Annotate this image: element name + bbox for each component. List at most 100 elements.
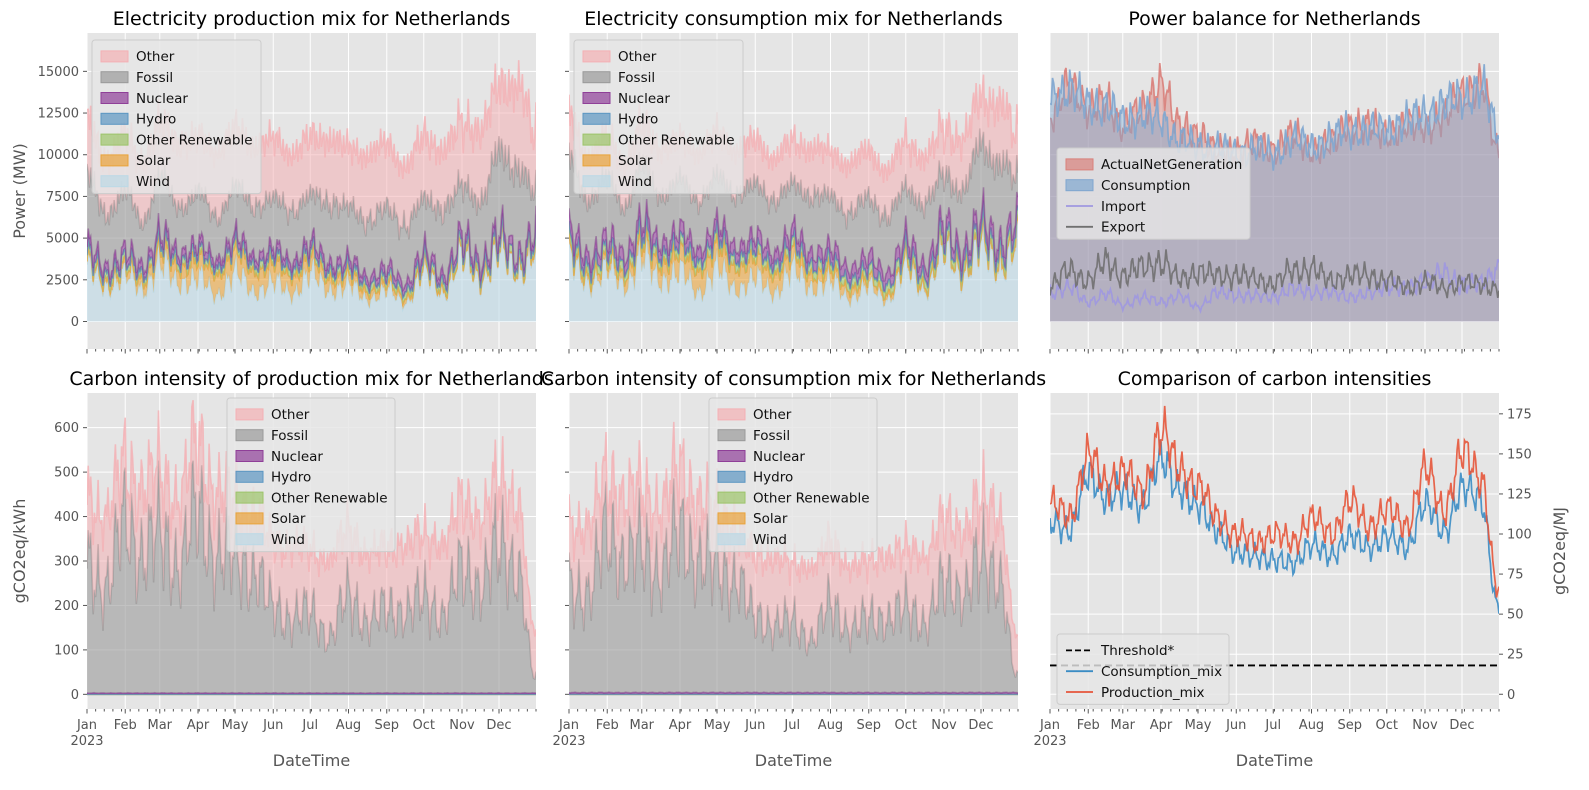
chart-title: Carbon intensity of consumption mix for … [541, 368, 1046, 390]
legend-swatch [1065, 179, 1094, 192]
y-tick-label: 100 [1507, 528, 1532, 543]
chart-title: Comparison of carbon intensities [1118, 368, 1432, 390]
y-tick-label: 300 [54, 555, 79, 570]
x-tick-label: Jan [1039, 718, 1060, 733]
legend-label-other: Other [753, 407, 792, 423]
x-tick-label: Jul [301, 718, 318, 733]
legend-label-solar: Solar [618, 153, 653, 169]
legend-label-hydro: Hydro [753, 470, 793, 486]
legend-label-other-renewable: Other Renewable [271, 490, 388, 506]
legend-label-solar: Solar [136, 153, 171, 169]
y-tick-label: 15000 [38, 65, 79, 80]
y-tick-label: 12500 [38, 107, 79, 122]
y-tick-label: 600 [54, 421, 79, 436]
x-axis-label: DateTime [1236, 751, 1313, 770]
legend-swatch [235, 512, 264, 525]
legend-swatch [582, 175, 611, 188]
line-production-mix [1050, 405, 1499, 598]
legend-swatch [717, 450, 746, 462]
legend-box [226, 397, 396, 553]
y-tick-label: 0 [71, 315, 79, 330]
x-tick-label: Dec [1449, 718, 1474, 733]
area-other [87, 400, 536, 679]
y-tick-label: 500 [54, 466, 79, 481]
x-tick-label: Jan [558, 718, 579, 733]
legend-label-other: Other [618, 49, 657, 65]
legend-swatch [235, 450, 264, 462]
x-tick-label: Dec [968, 718, 993, 733]
panel-power_balance: Power balance for Netherlands [1049, 8, 1500, 354]
x-tick-label: Apr [1150, 718, 1173, 733]
legend-swatch [235, 491, 264, 504]
y-tick-label: 400 [54, 510, 79, 525]
legend-label-hydro: Hydro [618, 112, 658, 128]
legend-label-fossil: Fossil [618, 70, 655, 86]
legend: Other Fossil Nuclear Hydro Other Renewable So… [226, 397, 396, 553]
legend-box [91, 39, 262, 195]
plot-series [1050, 405, 1499, 667]
y-tick-label: 50 [1507, 608, 1524, 623]
legend-swatch [235, 533, 264, 546]
legend-label-production-mix: Production_mix [1101, 685, 1204, 701]
legend-swatch [717, 512, 746, 525]
y-tick-label: 150 [1507, 447, 1532, 462]
legend-label-fossil: Fossil [136, 70, 173, 86]
x-tick-label: Jan [76, 718, 97, 733]
legend-swatch [235, 429, 264, 442]
x-tick-label: Dec [486, 718, 511, 733]
x-tick-label: Mar [1111, 718, 1136, 733]
line-import [1050, 258, 1499, 314]
plot-series [87, 399, 536, 696]
legend: Other Fossil Nuclear Hydro Other Renewable So… [573, 39, 744, 195]
area-other [569, 421, 1018, 678]
y-tick-label: 0 [71, 688, 79, 703]
legend-swatch [717, 533, 746, 546]
legend-label-solar: Solar [753, 511, 788, 527]
legend-label-nuclear: Nuclear [271, 449, 323, 465]
legend-swatch [582, 92, 611, 104]
y-tick-label: 25 [1507, 648, 1524, 663]
legend-box [1056, 633, 1230, 705]
legend-label-wind: Wind [136, 174, 170, 190]
y-tick-label: 5000 [46, 232, 79, 247]
x-tick-label: Jun [744, 718, 765, 733]
panel-ci_prod: 0 100 200 300 400 500 600 Carbon intensity of p… [10, 368, 554, 770]
chart-title: Electricity production mix for Netherlan… [113, 8, 511, 30]
panel-ci_compare: 0 25 50 75 100 125 150 175 Comparison of carbon … [1033, 368, 1569, 770]
line-other [569, 421, 1018, 639]
legend-swatch [582, 71, 611, 84]
legend: Other Fossil Nuclear Hydro Other Renewable So… [91, 39, 262, 195]
area-other [87, 60, 536, 241]
chart-title: Carbon intensity of production mix for N… [69, 368, 553, 390]
x-tick-label: May [704, 718, 731, 733]
legend-label-solar: Solar [271, 511, 306, 527]
x-tick-label: Oct [895, 718, 917, 733]
legend-swatch [100, 175, 129, 188]
legend-swatch [100, 112, 129, 125]
y-tick-label: 0 [1507, 688, 1515, 703]
legend-label-consumption: Consumption [1101, 178, 1190, 194]
legend-swatch [100, 154, 129, 167]
line-export [1050, 246, 1499, 299]
x-tick-label: Feb [1077, 718, 1100, 733]
legend-box [1056, 147, 1251, 240]
x-axis-label: DateTime [273, 751, 350, 770]
legend: ActualNetGeneration Consumption Import Expo… [1056, 147, 1251, 240]
line-consumption [1050, 64, 1499, 171]
x-tick-label: Nov [1412, 718, 1438, 733]
area-fossil [87, 136, 536, 291]
legend-label-wind: Wind [618, 174, 652, 190]
legend-swatch [582, 112, 611, 125]
legend-swatch [717, 429, 746, 442]
chart-title: Power balance for Netherlands [1128, 8, 1420, 30]
legend: Other Fossil Nuclear Hydro Other Renewable So… [708, 397, 878, 553]
y-tick-label: 10000 [38, 148, 79, 163]
legend-swatch [100, 50, 129, 63]
x-tick-label: Oct [1376, 718, 1398, 733]
legend-box [573, 39, 744, 195]
x-tick-label: Mar [630, 718, 655, 733]
x-tick-label: Oct [413, 718, 435, 733]
x-tick-label: Aug [1299, 718, 1324, 733]
legend-label-wind: Wind [753, 532, 787, 548]
y-axis-label: gCO2eq/MJ [1550, 507, 1569, 595]
